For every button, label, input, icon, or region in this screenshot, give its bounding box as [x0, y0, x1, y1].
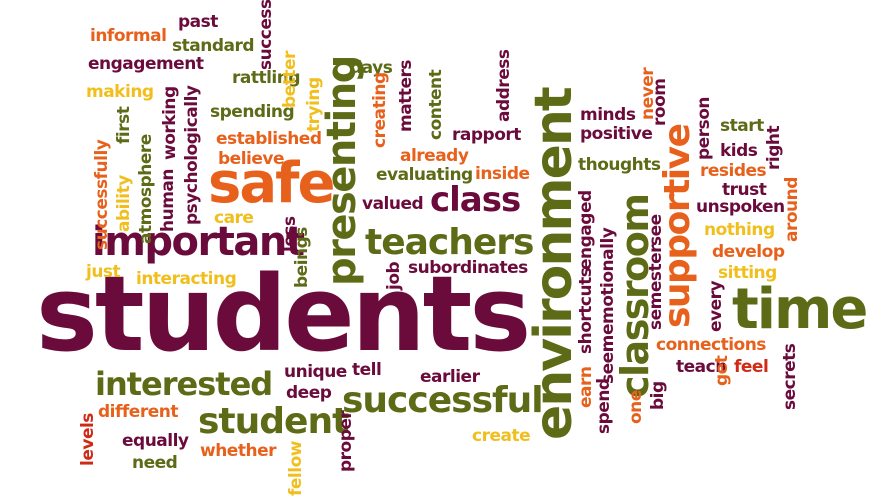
- word-standard: standard: [172, 36, 255, 56]
- word-emotionally: emotionally: [598, 227, 618, 335]
- word-nothing: nothing: [704, 220, 775, 240]
- word-evaluating: evaluating: [376, 165, 473, 185]
- word-success: success: [256, 0, 276, 70]
- word-develop: develop: [712, 242, 785, 262]
- word-fellow: fellow: [286, 441, 306, 496]
- word-see: see: [646, 214, 666, 246]
- word-room: room: [650, 78, 670, 126]
- word-presenting: presenting: [319, 56, 365, 286]
- word-different: different: [98, 402, 178, 422]
- word-resides: resides: [700, 161, 767, 181]
- word-address: address: [494, 49, 514, 122]
- word-just: just: [86, 262, 121, 282]
- word-student: student: [198, 401, 349, 442]
- word-sitting: sitting: [718, 263, 777, 283]
- word-beings: beings: [292, 227, 312, 288]
- word-students: students: [36, 253, 531, 375]
- word-deep: deep: [286, 383, 332, 403]
- word-create: create: [472, 426, 531, 446]
- word-person: person: [694, 97, 714, 160]
- word-proper: proper: [336, 410, 356, 472]
- word-valued: valued: [362, 194, 424, 214]
- word-interested: interested: [95, 365, 273, 403]
- word-ability: ability: [114, 175, 134, 232]
- word-shortcuts: shortcuts: [576, 267, 596, 354]
- word-whether: whether: [200, 441, 276, 461]
- word-class: class: [430, 180, 521, 220]
- word-spending: spending: [210, 102, 295, 122]
- word-rattling: rattling: [232, 68, 301, 88]
- word-seem: seem: [598, 335, 618, 384]
- word-creating: creating: [370, 72, 390, 148]
- word-content: content: [426, 69, 446, 140]
- word-positive: positive: [580, 124, 653, 144]
- word-successful: successful: [342, 380, 544, 421]
- word-around: around: [782, 177, 802, 242]
- word-psychologically: psychologically: [182, 85, 202, 225]
- word-trust: trust: [722, 180, 767, 200]
- word-earlier: earlier: [420, 367, 480, 387]
- word-kids: kids: [720, 141, 758, 161]
- word-every: every: [706, 280, 726, 332]
- word-past: past: [178, 12, 218, 32]
- word-thoughts: thoughts: [578, 155, 661, 175]
- word-tell: tell: [352, 360, 382, 380]
- word-semester: semester: [646, 244, 666, 330]
- word-safe: safe: [208, 151, 335, 216]
- word-interacting: interacting: [136, 269, 237, 289]
- word-successfully: successfully: [92, 139, 112, 250]
- word-matters: matters: [396, 60, 416, 132]
- word-feel: feel: [734, 357, 769, 377]
- word-spend: spend: [594, 378, 614, 434]
- word-established: established: [216, 129, 322, 149]
- word-teach: teach: [676, 357, 727, 377]
- word-believe: believe: [218, 149, 285, 169]
- word-days: days: [350, 58, 393, 78]
- word-care: care: [214, 208, 254, 228]
- word-better: better: [280, 51, 300, 108]
- word-minds: minds: [580, 105, 636, 125]
- word-one: one: [626, 390, 646, 424]
- word-environment: environment: [524, 88, 584, 440]
- word-right: right: [764, 125, 784, 170]
- word-informal: informal: [90, 26, 167, 46]
- word-big: big: [648, 381, 668, 410]
- word-get: get: [712, 355, 732, 386]
- word-working: working: [160, 86, 180, 160]
- word-job: job: [384, 261, 404, 290]
- word-equally: equally: [122, 431, 189, 451]
- word-already: already: [400, 146, 469, 166]
- word-levels: levels: [78, 413, 98, 466]
- word-trying: trying: [304, 77, 324, 132]
- word-time: time: [732, 277, 868, 342]
- word-unique: unique: [284, 362, 347, 382]
- word-human: human: [158, 169, 178, 232]
- word-teachers: teachers: [365, 222, 534, 263]
- word-connections: connections: [656, 335, 766, 355]
- word-need: need: [132, 453, 178, 473]
- word-engaged: engaged: [576, 190, 596, 270]
- word-important: important: [92, 219, 305, 265]
- word-secrets: secrets: [780, 343, 800, 410]
- word-engagement: engagement: [88, 54, 204, 74]
- word-atmosphere: atmosphere: [136, 134, 156, 244]
- word-unspoken: unspoken: [696, 197, 785, 217]
- word-making: making: [86, 82, 154, 102]
- word-earn: earn: [576, 366, 596, 409]
- word-rapport: rapport: [452, 125, 521, 145]
- word-start: start: [720, 116, 764, 136]
- word-inside: inside: [475, 164, 530, 184]
- word-subordinates: subordinates: [408, 258, 528, 278]
- word-first: first: [114, 106, 134, 144]
